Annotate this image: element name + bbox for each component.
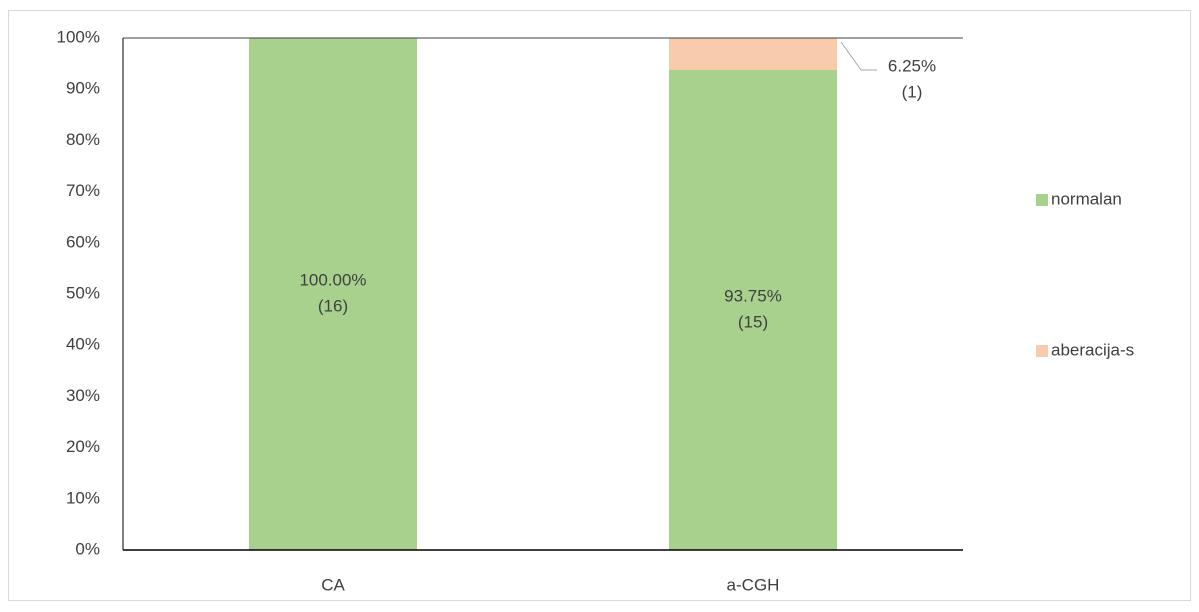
y-tick-label: 10%: [66, 488, 100, 507]
leader-line: [840, 41, 877, 71]
data-label: 100.00%: [299, 270, 366, 289]
y-tick-label: 0%: [75, 539, 100, 558]
legend-swatch: [1036, 194, 1048, 206]
data-label: (1): [902, 82, 923, 101]
bar-segment: [669, 70, 837, 550]
x-tick-label: CA: [321, 575, 345, 594]
legend-label: aberacija-s: [1051, 340, 1134, 359]
chart-frame: [8, 10, 1191, 601]
y-tick-label: 30%: [66, 386, 100, 405]
y-tick-label: 40%: [66, 335, 100, 354]
y-tick-label: 60%: [66, 232, 100, 251]
legend-label: normalan: [1051, 189, 1122, 208]
bar-segment: [669, 38, 837, 70]
y-tick-label: 100%: [57, 27, 100, 46]
y-tick-label: 80%: [66, 130, 100, 149]
y-tick-label: 20%: [66, 437, 100, 456]
y-tick-label: 70%: [66, 181, 100, 200]
data-label: (15): [738, 312, 768, 331]
bar-segment: [249, 38, 417, 550]
data-label: (16): [318, 296, 348, 315]
data-label: 6.25%: [888, 56, 936, 75]
data-label: 93.75%: [724, 286, 782, 305]
legend-swatch: [1036, 345, 1048, 357]
x-tick-label: a-CGH: [727, 575, 780, 594]
y-tick-label: 50%: [66, 283, 100, 302]
y-tick-label: 90%: [66, 79, 100, 98]
